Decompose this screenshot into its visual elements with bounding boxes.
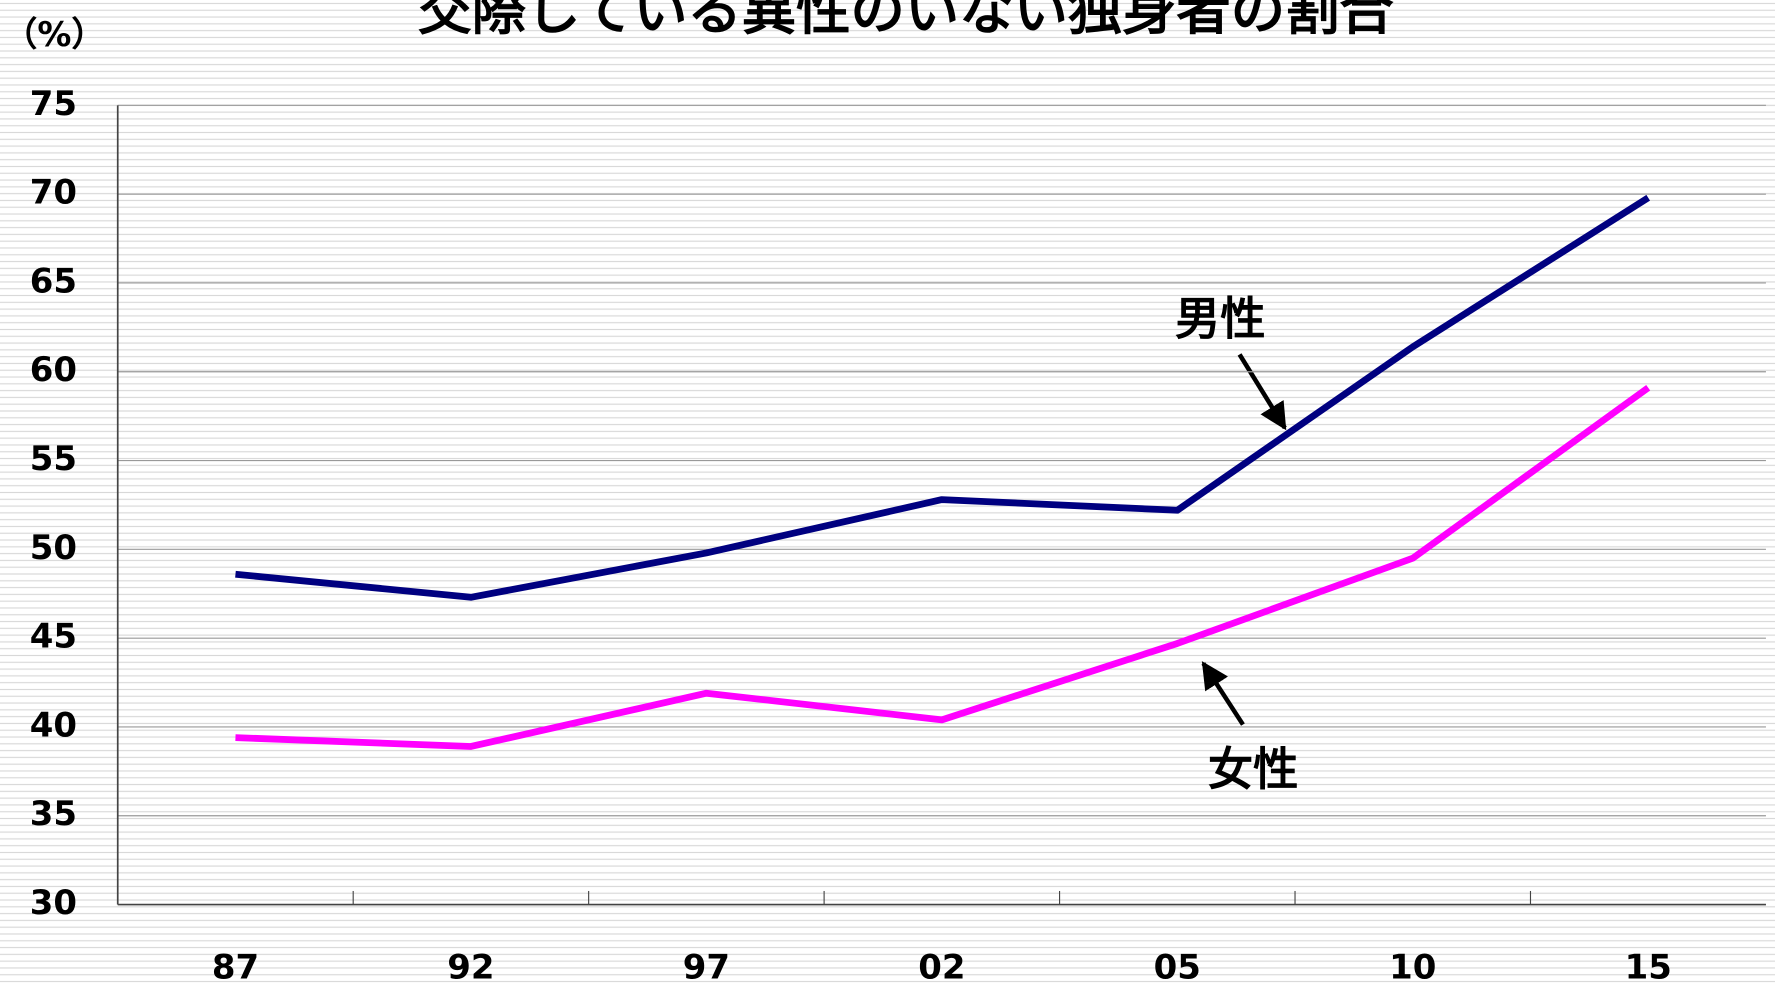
series-line	[235, 384, 1651, 750]
x-tick-label: 97	[683, 948, 730, 985]
x-tick-label: 92	[447, 948, 494, 985]
y-tick-label: 50	[30, 528, 77, 568]
x-tick-label: 05	[1154, 948, 1201, 985]
y-tick-label: 45	[30, 617, 77, 657]
annotation-arrow	[1237, 353, 1287, 431]
y-tick-label: 75	[30, 84, 77, 124]
y-tick-label: 65	[30, 261, 77, 301]
x-tick-label: 87	[212, 948, 259, 985]
series-line	[235, 194, 1651, 601]
chart-title: 交際している異性のいない独身者の割合	[417, 0, 1394, 42]
x-tick-label: 02	[918, 948, 965, 985]
y-tick-label: 40	[30, 705, 77, 745]
series-label: 男性	[1175, 293, 1266, 346]
y-tick-label: 30	[30, 883, 77, 923]
y-tick-label: 60	[30, 350, 77, 390]
x-tick-label: 10	[1389, 948, 1436, 985]
y-axis-label: （%）	[3, 15, 105, 55]
y-tick-label: 70	[30, 173, 77, 213]
series-label: 女性	[1208, 743, 1299, 796]
y-tick-label: 55	[30, 439, 77, 479]
x-tick-label: 15	[1625, 948, 1672, 985]
annotation-arrow	[1201, 661, 1245, 726]
y-tick-label: 35	[30, 794, 77, 834]
